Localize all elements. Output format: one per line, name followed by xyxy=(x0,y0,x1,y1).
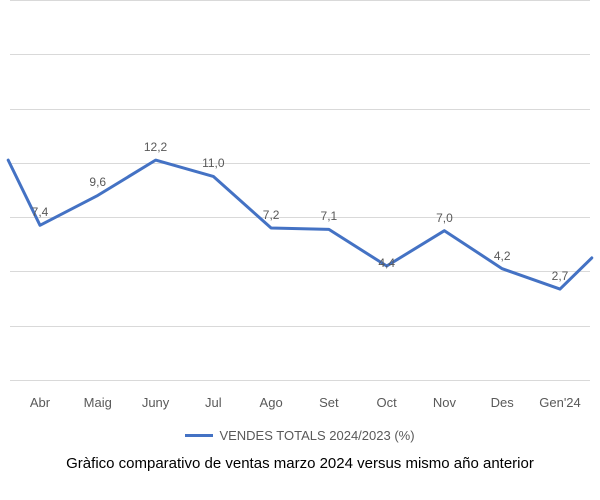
data-label: 4,2 xyxy=(494,249,511,263)
x-axis-label: Set xyxy=(319,395,339,410)
data-label: 11,0 xyxy=(202,156,224,170)
x-axis-label: Des xyxy=(491,395,514,410)
x-axis-label: Ago xyxy=(260,395,283,410)
legend: VENDES TOTALS 2024/2023 (%) xyxy=(0,425,600,443)
legend-swatch-icon xyxy=(185,434,213,437)
data-label: 2,7 xyxy=(552,269,569,283)
sales-line-chart: 7,4 9,6 12,2 11,0 7,2 7,1 4,4 7,0 4,2 2,7 Abr Maig… xyxy=(0,0,600,500)
caption-text: Gràfico comparativo de ventas marzo 2024… xyxy=(66,455,534,472)
x-axis-label: Juny xyxy=(142,395,169,410)
x-axis-label: Jul xyxy=(205,395,222,410)
data-label: 7,1 xyxy=(321,209,338,223)
plot-area: 7,4 9,6 12,2 11,0 7,2 7,1 4,4 7,0 4,2 2,7 xyxy=(10,0,590,380)
data-label: 7,4 xyxy=(32,205,49,219)
x-axis-label: Maig xyxy=(84,395,112,410)
x-axis-label: Gen'24 xyxy=(539,395,581,410)
gridline xyxy=(10,380,590,381)
chart-caption: Gràfico comparativo de ventas marzo 2024… xyxy=(0,455,600,472)
legend-item: VENDES TOTALS 2024/2023 (%) xyxy=(185,428,414,443)
data-label: 9,6 xyxy=(89,175,106,189)
x-axis-label: Abr xyxy=(30,395,50,410)
legend-label: VENDES TOTALS 2024/2023 (%) xyxy=(219,428,414,443)
data-label: 7,2 xyxy=(263,208,280,222)
x-axis-label: Oct xyxy=(377,395,397,410)
line-series xyxy=(10,0,590,380)
data-label: 4,4 xyxy=(378,256,395,270)
x-axis-label: Nov xyxy=(433,395,456,410)
data-label: 7,0 xyxy=(436,211,453,225)
data-label: 12,2 xyxy=(144,140,167,154)
